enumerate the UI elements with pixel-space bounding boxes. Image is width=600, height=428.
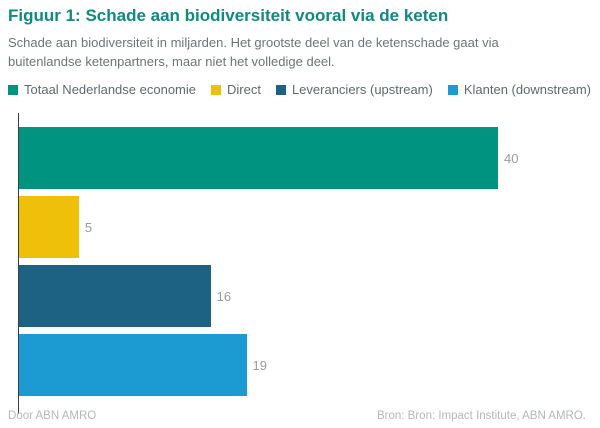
legend-item: Direct: [211, 82, 261, 97]
legend-swatch-icon: [447, 84, 458, 95]
footer: Door ABN AMRO Bron: Bron: Impact Institu…: [8, 410, 586, 422]
legend-item: Klanten (downstream): [447, 82, 592, 97]
legend-label: Direct: [227, 82, 261, 97]
legend-item: Leveranciers (upstream): [275, 82, 433, 97]
legend-label: Klanten (downstream): [463, 82, 592, 97]
bar-value-label: 5: [84, 219, 93, 235]
legend-label: Leveranciers (upstream): [291, 82, 433, 97]
bar-value-label: 40: [504, 150, 519, 166]
legend-label: Totaal Nederlandse economie: [24, 82, 196, 97]
legend-item: Totaal Nederlandse economie: [8, 82, 196, 97]
bar-row: 16: [19, 265, 498, 327]
bar-value-label: 19: [252, 357, 267, 373]
legend: Totaal Nederlandse economie Direct Leveran…: [8, 82, 592, 97]
footer-credit: Door ABN AMRO: [8, 410, 97, 422]
legend-swatch-icon: [211, 84, 221, 95]
y-axis-line: [18, 113, 19, 414]
bar-0[interactable]: [19, 127, 498, 189]
bar-row: 5: [19, 196, 498, 258]
bar-value-label: 16: [216, 288, 232, 304]
legend-swatch-icon: [275, 84, 286, 95]
footer-source: Bron: Bron: Impact Institute, ABN AMRO.: [377, 410, 586, 422]
bar-row: 40: [19, 127, 518, 189]
bar-1[interactable]: [19, 196, 79, 258]
bar-row: 19: [19, 334, 498, 396]
bar-2[interactable]: [19, 265, 211, 327]
bar-3[interactable]: [19, 334, 247, 396]
chart-title: Figuur 1: Schade aan biodiversiteit voor…: [8, 6, 449, 25]
legend-swatch-icon: [8, 84, 18, 95]
bar-plot: 40 5 16 19: [18, 113, 518, 414]
chart-subtitle: Schade aan biodiversiteit in miljarden. …: [8, 35, 499, 69]
